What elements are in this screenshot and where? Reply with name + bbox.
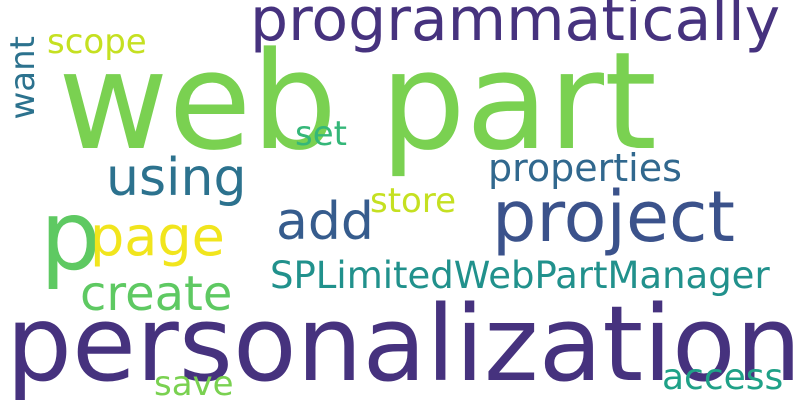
word-access: access — [662, 357, 784, 398]
word-add: add — [276, 192, 374, 252]
word-properties: properties — [488, 146, 682, 190]
word-p: p — [40, 180, 101, 292]
word-splimitedwebpartmanager: SPLimitedWebPartManager — [270, 254, 770, 297]
word-project: project — [492, 176, 735, 258]
word-scope: scope — [47, 22, 147, 62]
word-page: page — [90, 205, 225, 268]
word-web-part: web part — [58, 23, 657, 180]
word-save: save — [154, 364, 234, 400]
word-personalization: personalization — [6, 283, 800, 400]
word-programmatically: programmatically — [250, 0, 781, 55]
word-store: store — [370, 181, 456, 221]
word-want: want — [3, 36, 43, 120]
word-set: set — [295, 114, 347, 154]
word-create: create — [80, 266, 233, 322]
word-using: using — [106, 148, 247, 208]
